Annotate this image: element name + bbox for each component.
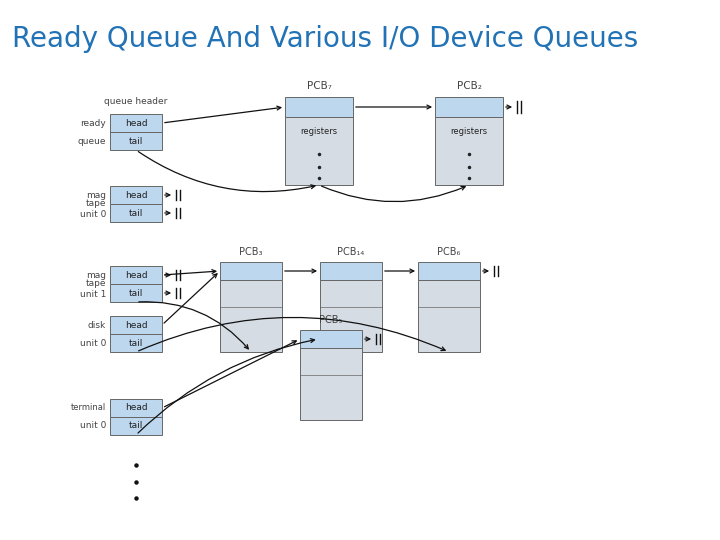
Bar [320,262,382,280]
Bar [110,132,162,150]
Text: head: head [125,118,148,127]
Text: ready: ready [80,118,106,127]
Text: PCB₃: PCB₃ [239,247,263,257]
Text: tail: tail [129,339,143,348]
Bar [285,117,353,185]
Text: head: head [125,271,148,280]
Bar [110,417,162,435]
Text: PCB₇: PCB₇ [307,81,331,91]
Bar [418,262,480,280]
Bar [418,280,480,352]
Bar [220,280,282,352]
Text: queue header: queue header [104,97,168,106]
Text: head: head [125,191,148,199]
Text: head: head [125,321,148,329]
Text: tail: tail [129,137,143,145]
Bar [110,316,162,334]
Text: PCB₆: PCB₆ [437,247,461,257]
Text: unit 0: unit 0 [80,210,106,219]
Bar [220,262,282,280]
Bar [285,97,353,117]
Bar [110,334,162,352]
Text: tail: tail [129,422,143,430]
Text: mag: mag [86,271,106,280]
Bar [110,114,162,132]
Text: tail: tail [129,208,143,218]
Text: unit 0: unit 0 [80,339,106,348]
Text: queue: queue [78,137,106,145]
Bar [300,348,362,420]
Text: head: head [125,403,148,413]
Text: tape: tape [86,280,106,288]
Bar [110,284,162,302]
Text: tail: tail [129,288,143,298]
Text: PCB₂: PCB₂ [456,81,482,91]
Bar [110,186,162,204]
Bar [320,280,382,352]
Text: disk: disk [88,321,106,329]
Text: PCB₁₄: PCB₁₄ [338,247,364,257]
Bar [300,330,362,348]
Bar [110,204,162,222]
Text: registers: registers [300,127,338,137]
Text: registers: registers [451,127,487,137]
Text: unit 1: unit 1 [80,291,106,299]
Bar [110,266,162,284]
Bar [435,97,503,117]
Text: tape: tape [86,199,106,208]
Bar [110,399,162,417]
Text: unit 0: unit 0 [80,422,106,430]
Bar [435,117,503,185]
Text: mag: mag [86,191,106,199]
Text: Ready Queue And Various I/O Device Queues: Ready Queue And Various I/O Device Queue… [12,25,638,53]
Text: PCB₅: PCB₅ [320,315,343,325]
Text: terminal: terminal [71,403,106,413]
